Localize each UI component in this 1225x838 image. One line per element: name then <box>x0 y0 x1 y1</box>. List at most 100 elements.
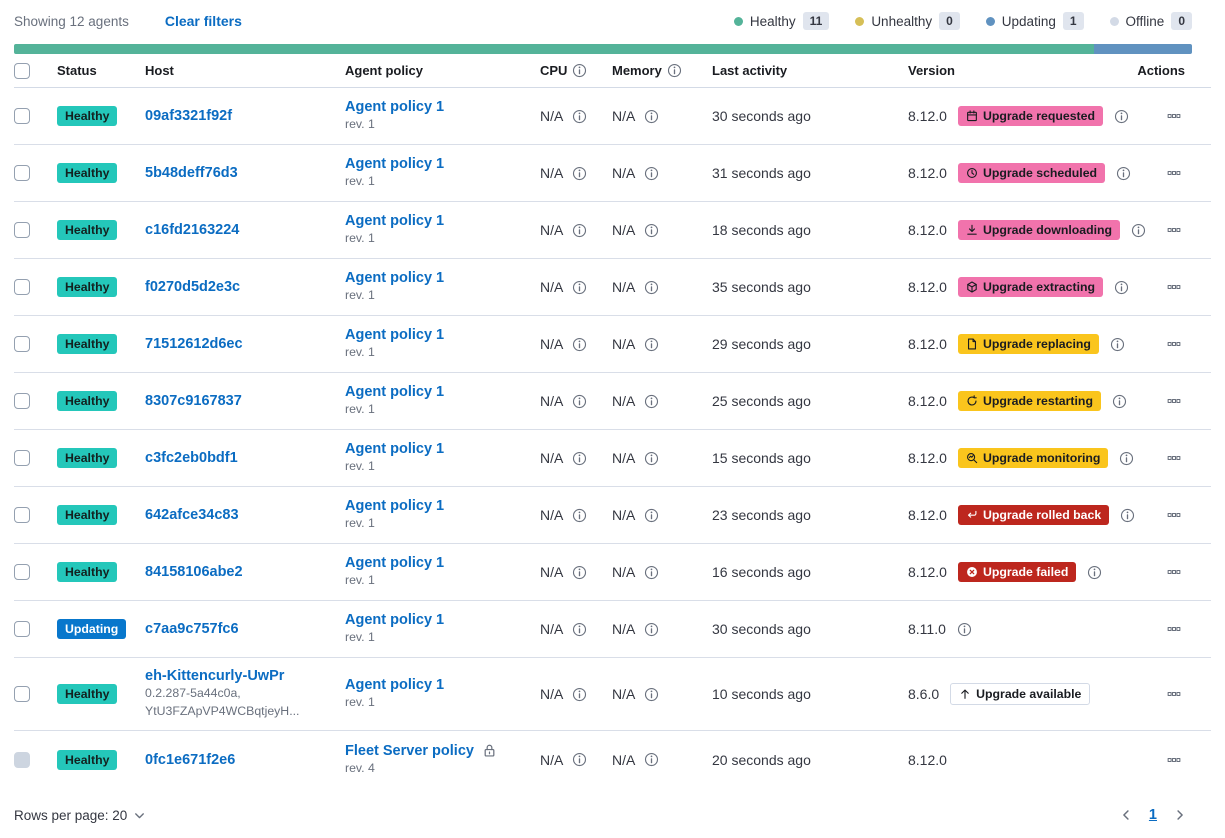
row-actions-button[interactable] <box>1165 620 1183 638</box>
info-icon[interactable] <box>1114 280 1129 295</box>
info-icon[interactable] <box>1131 223 1146 238</box>
info-icon[interactable] <box>644 166 659 181</box>
host-link[interactable]: eh-Kittencurly-UwPr <box>145 668 285 685</box>
info-icon[interactable] <box>1114 109 1129 124</box>
info-icon[interactable] <box>1110 337 1125 352</box>
host-link[interactable]: 642afce34c83 <box>145 507 239 523</box>
host-link[interactable]: 09af3321f92f <box>145 108 233 124</box>
previous-page-button[interactable] <box>1117 806 1135 824</box>
info-icon[interactable] <box>644 752 659 767</box>
row-actions-button[interactable] <box>1165 392 1183 410</box>
legend-item-offline[interactable]: Offline 0 <box>1109 12 1192 30</box>
row-checkbox[interactable] <box>14 279 30 295</box>
info-icon[interactable] <box>644 565 659 580</box>
info-icon[interactable] <box>1119 451 1134 466</box>
info-icon[interactable] <box>644 394 659 409</box>
host-link[interactable]: f0270d5d2e3c <box>145 279 241 295</box>
agent-policy-link[interactable]: Agent policy 1 <box>345 270 445 287</box>
row-actions-button[interactable] <box>1165 751 1183 769</box>
page-number-1[interactable]: 1 <box>1148 807 1157 823</box>
row-actions-button[interactable] <box>1165 449 1183 467</box>
row-checkbox[interactable] <box>14 564 30 580</box>
info-icon[interactable] <box>572 752 587 767</box>
agent-policy-link[interactable]: Agent policy 1 <box>345 213 445 230</box>
host-link[interactable]: 5b48deff76d3 <box>145 165 238 181</box>
host-link[interactable]: c16fd2163224 <box>145 222 240 238</box>
info-icon[interactable] <box>1087 565 1102 580</box>
agent-policy-link[interactable]: Agent policy 1 <box>345 555 445 572</box>
agent-policy-link[interactable]: Agent policy 1 <box>345 441 445 458</box>
legend-item-healthy[interactable]: Healthy 11 <box>733 12 830 30</box>
host-link[interactable]: 0fc1e671f2e6 <box>145 751 236 768</box>
legend-item-unhealthy[interactable]: Unhealthy 0 <box>855 12 960 30</box>
row-actions-button[interactable] <box>1165 164 1183 182</box>
host-link[interactable]: 71512612d6ec <box>145 336 243 352</box>
version-value: 8.12.0 <box>908 393 947 409</box>
memory-value: N/A <box>612 222 636 238</box>
legend-item-updating[interactable]: Updating 1 <box>985 12 1084 30</box>
info-icon[interactable] <box>572 223 587 238</box>
info-icon[interactable] <box>644 280 659 295</box>
host-link[interactable]: 84158106abe2 <box>145 564 243 580</box>
info-icon[interactable] <box>644 337 659 352</box>
row-actions-button[interactable] <box>1165 685 1183 703</box>
select-all-checkbox[interactable] <box>14 62 30 79</box>
info-icon[interactable] <box>572 622 587 637</box>
host-link[interactable]: c7aa9c757fc6 <box>145 621 239 637</box>
policy-revision: rev. 1 <box>345 630 375 645</box>
row-actions-button[interactable] <box>1165 107 1183 125</box>
info-icon[interactable] <box>572 508 587 523</box>
row-checkbox[interactable] <box>14 108 30 124</box>
row-checkbox[interactable] <box>14 222 30 238</box>
info-icon[interactable] <box>1116 166 1131 181</box>
info-icon[interactable] <box>572 109 587 124</box>
agent-policy-link[interactable]: Agent policy 1 <box>345 99 445 116</box>
agent-policy-link[interactable]: Agent policy 1 <box>345 677 445 694</box>
info-icon[interactable] <box>957 622 972 637</box>
info-icon[interactable] <box>644 508 659 523</box>
row-checkbox[interactable] <box>14 450 30 466</box>
host-link[interactable]: c3fc2eb0bdf1 <box>145 450 238 466</box>
host-link[interactable]: 8307c9167837 <box>145 393 242 409</box>
info-icon[interactable] <box>644 622 659 637</box>
info-icon[interactable] <box>572 280 587 295</box>
row-actions-button[interactable] <box>1165 563 1183 581</box>
info-icon[interactable] <box>572 394 587 409</box>
info-icon[interactable] <box>1120 508 1135 523</box>
info-icon[interactable] <box>667 63 682 78</box>
row-checkbox[interactable] <box>14 336 30 352</box>
agent-policy-link[interactable]: Agent policy 1 <box>345 327 445 344</box>
row-actions-button[interactable] <box>1165 278 1183 296</box>
info-icon[interactable] <box>572 337 587 352</box>
info-icon[interactable] <box>644 451 659 466</box>
upgrade-status-badge: Upgrade restarting <box>957 391 1101 411</box>
info-icon[interactable] <box>644 109 659 124</box>
info-icon[interactable] <box>572 687 587 702</box>
agent-policy-link[interactable]: Agent policy 1 <box>345 612 445 629</box>
row-checkbox[interactable] <box>14 393 30 409</box>
row-checkbox[interactable] <box>14 507 30 523</box>
info-icon[interactable] <box>572 565 587 580</box>
row-checkbox[interactable] <box>14 165 30 181</box>
agent-policy-link[interactable]: Agent policy 1 <box>345 384 445 401</box>
info-icon[interactable] <box>644 223 659 238</box>
info-icon[interactable] <box>644 687 659 702</box>
column-label: Last activity <box>712 63 788 78</box>
row-checkbox[interactable] <box>14 686 30 702</box>
agent-policy-link[interactable]: Agent policy 1 <box>345 498 445 515</box>
info-icon[interactable] <box>1112 394 1127 409</box>
row-actions-button[interactable] <box>1165 221 1183 239</box>
rows-per-page-button[interactable]: Rows per page: 20 <box>14 808 146 823</box>
agent-policy-link[interactable]: Fleet Server policy <box>345 742 474 759</box>
row-actions-button[interactable] <box>1165 335 1183 353</box>
cpu-cell: N/A <box>540 279 612 295</box>
info-icon[interactable] <box>572 166 587 181</box>
row-checkbox[interactable] <box>14 621 30 637</box>
info-icon[interactable] <box>572 63 587 78</box>
row-actions-button[interactable] <box>1165 506 1183 524</box>
agent-policy-link[interactable]: Agent policy 1 <box>345 156 445 173</box>
info-icon[interactable] <box>572 451 587 466</box>
clear-filters-link[interactable]: Clear filters <box>164 13 242 29</box>
next-page-button[interactable] <box>1171 806 1189 824</box>
version-cell: 8.12.0 <box>908 752 1155 768</box>
